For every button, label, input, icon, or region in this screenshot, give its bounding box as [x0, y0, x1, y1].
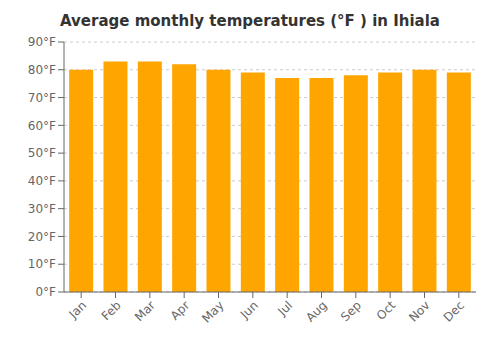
- svg-text:Dec: Dec: [441, 298, 467, 324]
- html-text:Average monthly temperatures (: Average monthly temperatures (°F ) in Ih…: [60, 12, 440, 30]
- svg-text:90°F: 90°F: [28, 35, 56, 49]
- svg-text:10°F: 10°F: [28, 257, 56, 271]
- svg-text:0°F: 0°F: [35, 285, 56, 299]
- svg-text:Nov: Nov: [406, 298, 432, 324]
- svg-text:50°F: 50°F: [28, 146, 56, 160]
- svg-text:Jan: Jan: [66, 298, 90, 322]
- svg-text:Aug: Aug: [303, 298, 329, 324]
- svg-text:70°F: 70°F: [28, 91, 56, 105]
- svg-text:Mar: Mar: [132, 298, 158, 324]
- svg-text:Apr: Apr: [168, 298, 193, 323]
- svg-text:20°F: 20°F: [28, 230, 56, 244]
- svg-text:Oct: Oct: [374, 298, 399, 323]
- svg-text:May: May: [199, 298, 226, 325]
- svg-text:Jul: Jul: [274, 298, 295, 319]
- svg-text:Jun: Jun: [237, 298, 261, 322]
- svg-text:Feb: Feb: [99, 298, 124, 323]
- svg-text:40°F: 40°F: [28, 174, 56, 188]
- svg-text:60°F: 60°F: [28, 119, 56, 133]
- svg-text:80°F: 80°F: [28, 63, 56, 77]
- svg-text:Sep: Sep: [338, 298, 364, 324]
- svg-text:30°F: 30°F: [28, 202, 56, 216]
